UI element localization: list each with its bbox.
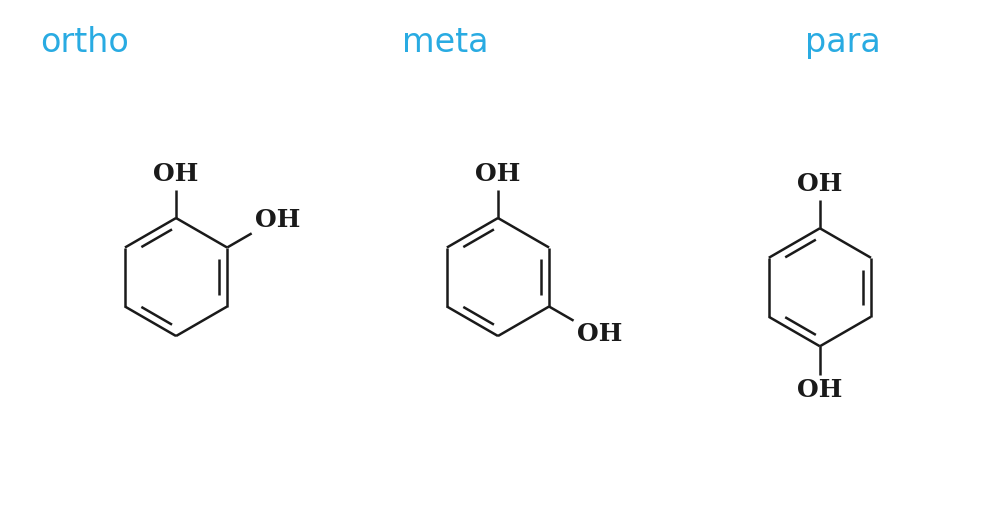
Text: OH: OH xyxy=(797,172,843,196)
Text: OH: OH xyxy=(153,162,199,186)
Text: meta: meta xyxy=(402,26,489,58)
Text: OH: OH xyxy=(475,162,521,186)
Text: ortho: ortho xyxy=(40,26,129,58)
Text: OH: OH xyxy=(797,378,843,402)
Text: OH: OH xyxy=(255,208,300,231)
Text: para: para xyxy=(805,26,880,58)
Text: OH: OH xyxy=(576,323,622,346)
